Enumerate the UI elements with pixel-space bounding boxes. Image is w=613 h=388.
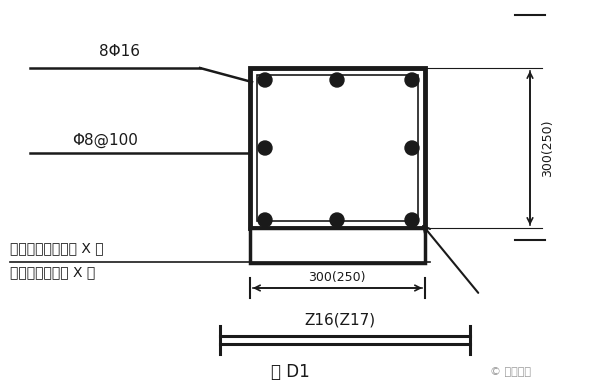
Circle shape xyxy=(258,213,272,227)
Text: Φ8@100: Φ8@100 xyxy=(72,132,138,147)
Text: © 豆丁施工: © 豆丁施工 xyxy=(490,367,530,377)
Circle shape xyxy=(405,73,419,87)
Bar xyxy=(257,75,418,221)
Circle shape xyxy=(258,141,272,155)
Circle shape xyxy=(405,213,419,227)
Text: 8Φ16: 8Φ16 xyxy=(99,45,140,59)
Text: 见设计变更通知单 X 号: 见设计变更通知单 X 号 xyxy=(10,241,104,255)
Text: 图 D1: 图 D1 xyxy=(270,363,310,381)
Text: 300(250): 300(250) xyxy=(541,119,555,177)
Circle shape xyxy=(330,73,344,87)
Circle shape xyxy=(405,141,419,155)
Text: Z16(Z17): Z16(Z17) xyxy=(305,312,376,327)
Bar xyxy=(250,68,425,228)
Text: 300(250): 300(250) xyxy=(308,272,366,284)
Circle shape xyxy=(330,213,344,227)
Circle shape xyxy=(258,73,272,87)
Bar xyxy=(250,228,425,263)
Text: 或工程洽商记录 X 号: 或工程洽商记录 X 号 xyxy=(10,265,95,279)
